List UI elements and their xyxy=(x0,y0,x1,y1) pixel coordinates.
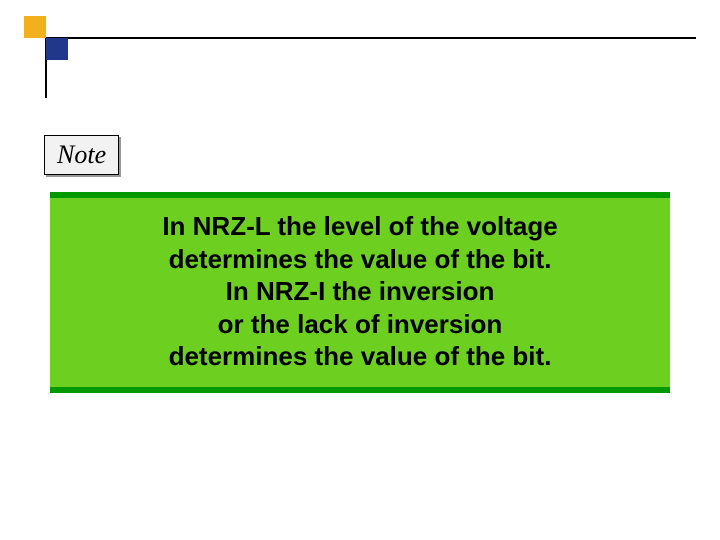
body-line-4: or the lack of inversion xyxy=(60,308,660,341)
square-blue xyxy=(46,38,68,60)
text-panel: In NRZ-L the level of the voltage determ… xyxy=(50,198,670,387)
bottom-bar xyxy=(50,387,670,393)
note-label: Note xyxy=(57,140,106,169)
body-line-3: In NRZ-I the inversion xyxy=(60,275,660,308)
body-line-2: determines the value of the bit. xyxy=(60,243,660,276)
note-box: Note xyxy=(44,135,119,175)
body-line-1: In NRZ-L the level of the voltage xyxy=(60,210,660,243)
horizontal-line xyxy=(46,37,696,39)
square-orange xyxy=(24,16,46,38)
body-line-5: determines the value of the bit. xyxy=(60,340,660,373)
content-block: In NRZ-L the level of the voltage determ… xyxy=(50,192,670,393)
header-decoration xyxy=(24,16,704,76)
